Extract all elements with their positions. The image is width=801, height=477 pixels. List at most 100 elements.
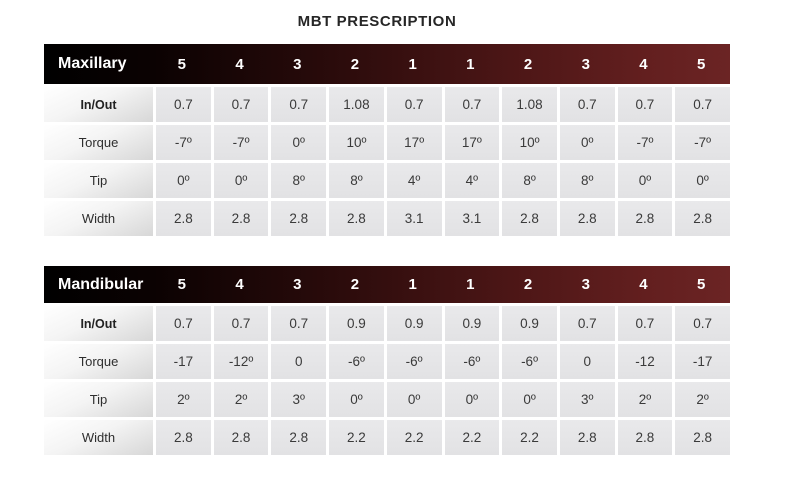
table-name: Maxillary (58, 55, 127, 72)
column-header: 1 (408, 55, 417, 73)
data-cell: -6º (502, 344, 557, 379)
column-header: 4 (639, 276, 648, 293)
data-cell: -12 (617, 344, 673, 379)
data-cell: 17º (386, 125, 442, 160)
data-cell: 0º (444, 382, 500, 417)
mandibular-table: Mandibular 5 4 3 2 1 1 2 3 4 5 In/Out 0.7 0.7 0.7 0.9 0.… (44, 266, 730, 455)
data-cell: 0º (213, 163, 269, 198)
row-label: Torque (44, 344, 153, 379)
data-cell: 3.1 (444, 201, 500, 236)
data-cell: 0º (617, 163, 673, 198)
row-label: Width (44, 420, 153, 455)
data-cell: 2.8 (213, 201, 269, 236)
data-cell: 2º (617, 382, 673, 417)
table-row: Tip 2º 2º 3º 0º 0º 0º 0º 3º 2º 2º (44, 382, 730, 417)
data-cell: 2.8 (617, 420, 673, 455)
data-cell: 4º (386, 163, 442, 198)
column-header: 5 (177, 55, 187, 73)
maxillary-table: Maxillary 5 4 3 2 1 1 2 3 4 5 In/Out 0.7 0.7 0.7 1.08 0.… (44, 44, 730, 236)
data-cell: 10º (502, 125, 557, 160)
column-header: 5 (696, 276, 706, 293)
table-row: In/Out 0.7 0.7 0.7 1.08 0.7 0.7 1.08 0.7 0.7 0.7 (44, 87, 730, 122)
data-cell: 2.2 (329, 420, 384, 455)
data-cell: 0.9 (329, 306, 384, 341)
data-cell: 0.9 (444, 306, 500, 341)
data-cell: 2.8 (502, 201, 557, 236)
data-cell: 2.8 (617, 201, 673, 236)
data-cell: 3º (271, 382, 327, 417)
data-cell: 0 (271, 344, 327, 379)
data-cell: 8º (502, 163, 557, 198)
column-header: 1 (408, 276, 417, 293)
table-name: Mandibular (58, 275, 144, 293)
column-header: 3 (293, 55, 302, 73)
data-cell: 0 (559, 344, 615, 379)
table-row: Width 2.8 2.8 2.8 2.2 2.2 2.2 2.2 2.8 2.8 2.8 (44, 420, 730, 455)
data-cell: 2.8 (675, 201, 730, 236)
column-header: 3 (581, 55, 590, 73)
data-cell: 8º (271, 163, 327, 198)
data-cell: 0.7 (213, 87, 269, 122)
page-title: MBT PRESCRIPTION (297, 13, 457, 30)
column-header: 1 (466, 276, 475, 293)
data-cell: 0.7 (617, 306, 673, 341)
data-cell: 0º (156, 163, 211, 198)
data-cell: -6º (444, 344, 500, 379)
data-cell: 0.7 (271, 87, 327, 122)
column-header: 2 (350, 276, 360, 293)
column-header: 4 (639, 55, 648, 73)
data-cell: 0.7 (271, 306, 327, 341)
data-cell: 8º (329, 163, 384, 198)
data-cell: -12º (213, 344, 269, 379)
table-row: In/Out 0.7 0.7 0.7 0.9 0.9 0.9 0.9 0.7 0.7 0.7 (44, 306, 730, 341)
row-label: Tip (44, 163, 153, 198)
column-header: 5 (696, 55, 706, 73)
data-cell: -7º (675, 125, 730, 160)
data-cell: 3.1 (386, 201, 442, 236)
data-cell: 1.08 (502, 87, 557, 122)
data-cell: -6º (386, 344, 442, 379)
data-cell: 0.7 (444, 87, 500, 122)
data-cell: 0º (559, 125, 615, 160)
data-cell: 1.08 (329, 87, 384, 122)
data-cell: 0.9 (502, 306, 557, 341)
table-row: Torque -17 -12º 0 -6º -6º -6º -6º 0 -12 -17 (44, 344, 730, 379)
data-cell: 0.7 (559, 306, 615, 341)
table-header: Maxillary 5 4 3 2 1 1 2 3 4 5 (44, 44, 730, 84)
data-cell: 4º (444, 163, 500, 198)
data-cell: 0º (329, 382, 384, 417)
data-cell: -7º (156, 125, 211, 160)
data-cell: 2º (675, 382, 730, 417)
data-cell: 2.8 (271, 201, 327, 236)
data-cell: 0.7 (559, 87, 615, 122)
table-row: Torque -7º -7º 0º 10º 17º 17º 10º 0º -7º -7º (44, 125, 730, 160)
data-cell: 0.7 (675, 306, 730, 341)
data-cell: 0.7 (617, 87, 673, 122)
column-header: 4 (235, 55, 244, 73)
data-cell: 2.8 (675, 420, 730, 455)
table-header: Mandibular 5 4 3 2 1 1 2 3 4 5 (44, 266, 730, 303)
data-cell: 2º (156, 382, 211, 417)
row-label: In/Out (44, 306, 153, 341)
column-header: 3 (581, 276, 590, 293)
data-cell: 2.8 (559, 201, 615, 236)
data-cell: 2.2 (502, 420, 557, 455)
table-row: Tip 0º 0º 8º 8º 4º 4º 8º 8º 0º 0º (44, 163, 730, 198)
data-cell: -17 (156, 344, 211, 379)
row-label: Tip (44, 382, 153, 417)
column-header: 2 (523, 55, 533, 73)
column-header: 1 (466, 55, 475, 73)
column-header: 5 (177, 276, 187, 293)
data-cell: 0.7 (386, 87, 442, 122)
data-cell: 8º (559, 163, 615, 198)
column-header: 2 (350, 55, 360, 73)
data-cell: 0.7 (156, 306, 211, 341)
table-row: Width 2.8 2.8 2.8 2.8 3.1 3.1 2.8 2.8 2.8 2.8 (44, 201, 730, 236)
data-cell: 17º (444, 125, 500, 160)
data-cell: -17 (675, 344, 730, 379)
row-label: Width (44, 201, 153, 236)
data-cell: 2.8 (156, 201, 211, 236)
data-cell: 0º (502, 382, 557, 417)
data-cell: 3º (559, 382, 615, 417)
